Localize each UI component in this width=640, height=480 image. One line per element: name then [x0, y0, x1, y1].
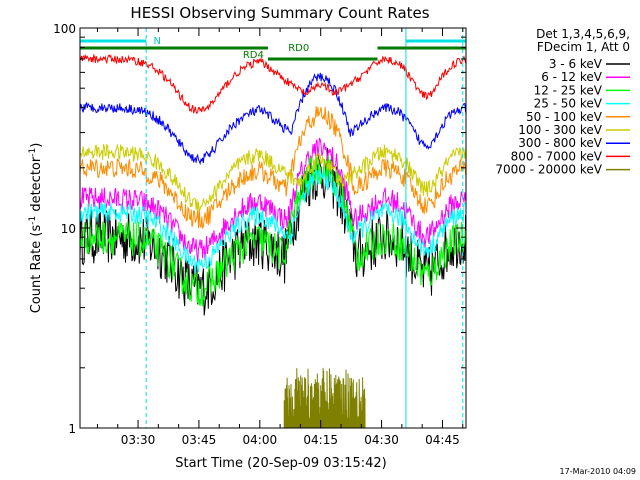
x-axis-label: Start Time (20-Sep-09 03:15:42)	[175, 456, 386, 471]
y-tick-label-2: 100	[53, 22, 76, 36]
x-tick-label-3: 04:15	[303, 433, 338, 447]
legend-label-0: 3 - 6 keV	[549, 57, 603, 71]
legend-label-6: 300 - 800 keV	[518, 136, 602, 150]
series-5-line	[80, 143, 466, 212]
night-label: N	[153, 36, 160, 47]
series-7-line	[80, 53, 466, 115]
y-tick-label-1: 10	[61, 222, 76, 236]
legend-label-8: 7000 - 20000 keV	[495, 163, 602, 177]
legend-label-1: 6 - 12 keV	[541, 70, 603, 84]
series-4-line	[80, 106, 466, 229]
y-axis-label: Count Rate (s-1 detector-1)	[28, 143, 44, 314]
x-tick-label-0: 03:30	[121, 433, 156, 447]
legend-label-4: 50 - 100 keV	[526, 110, 603, 124]
legend-label-2: 12 - 25 keV	[534, 83, 603, 97]
x-tick-label-1: 03:45	[182, 433, 217, 447]
rd-label-1: RD0	[288, 43, 309, 54]
y-tick-label-0: 1	[68, 422, 76, 436]
series-8-line	[283, 367, 366, 428]
rd-label-0: RD4	[243, 50, 264, 61]
series-3-line	[80, 169, 466, 274]
y-axis: 1 10 100	[53, 22, 466, 436]
plot-frame	[79, 27, 467, 429]
x-tick-label-5: 04:45	[425, 433, 460, 447]
plot-area: N RD4 RD0	[79, 28, 466, 428]
legend: Det 1,3,4,5,6,9, FDecim 1, Att 0 3 - 6 k…	[495, 27, 630, 177]
x-tick-label-4: 04:30	[364, 433, 399, 447]
x-tick-label-2: 04:00	[243, 433, 278, 447]
legend-header-line1: Det 1,3,4,5,6,9,	[536, 27, 630, 41]
legend-label-5: 100 - 300 keV	[518, 123, 602, 137]
chart-title: HESSI Observing Summary Count Rates	[130, 4, 429, 22]
series-2-line	[80, 153, 466, 307]
x-axis: 03:30 03:45 04:00 04:15 04:30 04:45	[96, 28, 464, 447]
series-6-line	[80, 72, 466, 166]
legend-label-7: 800 - 7000 keV	[511, 149, 603, 163]
legend-label-3: 25 - 50 keV	[534, 97, 603, 111]
series-1-line	[80, 137, 466, 263]
timestamp: 17-Mar-2010 04:09	[560, 467, 637, 476]
legend-header-line2: FDecim 1, Att 0	[537, 40, 630, 54]
